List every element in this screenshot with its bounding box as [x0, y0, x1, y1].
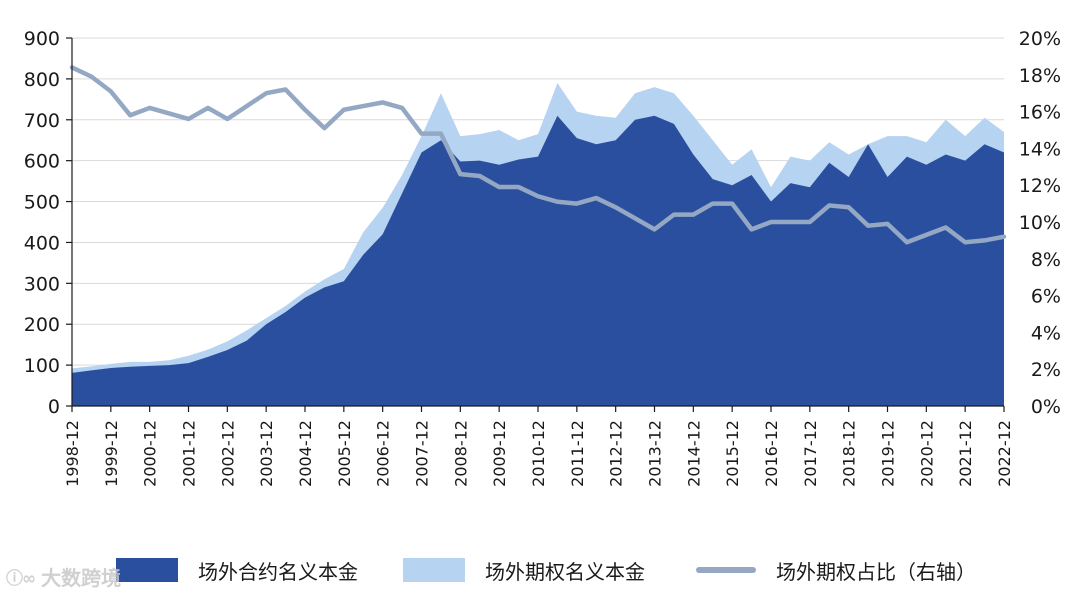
x-tick-label: 2017-12	[801, 420, 820, 487]
x-tick-label: 2021-12	[956, 420, 975, 487]
x-tick-label: 2013-12	[646, 420, 665, 487]
right-tick-label: 18%	[1019, 65, 1061, 87]
legend-swatch-option	[403, 558, 465, 582]
legend: 场外合约名义本金 场外期权名义本金 场外期权占比（右轴）	[0, 552, 1080, 588]
x-tick-label: 2005-12	[335, 420, 354, 487]
x-tick-label: 1999-12	[102, 420, 121, 487]
x-tick-label: 2018-12	[840, 420, 859, 487]
x-tick-label: 2011-12	[568, 420, 587, 487]
legend-swatch-contract	[116, 558, 178, 582]
legend-line-ratio	[696, 567, 756, 573]
x-tick-label: 2006-12	[374, 420, 393, 487]
x-tick-label: 2020-12	[917, 420, 936, 487]
left-tick-label: 0	[48, 396, 60, 418]
legend-item-contract: 场外合约名义本金	[116, 552, 358, 588]
right-y-axis-ticks: 0% 2% 4% 6% 8% 10% 12% 14% 16% 18% 20%	[1019, 28, 1061, 418]
watermark: ⓘ∞ 大数跨境	[6, 562, 121, 591]
x-tick-label: 2016-12	[762, 420, 781, 487]
legend-label-ratio: 场外期权占比（右轴）	[776, 559, 976, 584]
x-tick-label: 2010-12	[529, 420, 548, 487]
x-tick-label: 2008-12	[451, 420, 470, 487]
x-tick-label: 2009-12	[490, 420, 509, 487]
contract-notional-area	[72, 115, 1004, 406]
legend-item-ratio: 场外期权占比（右轴）	[696, 552, 976, 588]
right-tick-label: 0%	[1031, 396, 1061, 418]
legend-item-option: 场外期权名义本金	[403, 552, 645, 588]
left-tick-label: 800	[24, 69, 60, 91]
right-tick-label: 16%	[1019, 102, 1061, 124]
watermark-text: 大数跨境	[41, 566, 122, 590]
right-tick-label: 6%	[1031, 286, 1061, 308]
legend-label-option: 场外期权名义本金	[485, 559, 645, 584]
ratio-line-series	[69, 65, 1007, 245]
right-tick-label: 14%	[1019, 138, 1061, 160]
left-tick-label: 100	[24, 355, 60, 377]
legend-label-contract: 场外合约名义本金	[198, 559, 358, 584]
watermark-logo-icon: ⓘ∞	[6, 569, 36, 589]
left-tick-label: 900	[24, 28, 60, 50]
x-tick-label: 2007-12	[413, 420, 432, 487]
x-tick-label: 2002-12	[218, 420, 237, 487]
left-tick-label: 200	[24, 314, 60, 336]
right-tick-label: 2%	[1031, 359, 1061, 381]
right-tick-label: 20%	[1019, 28, 1061, 50]
right-tick-label: 8%	[1031, 249, 1061, 271]
area-series	[72, 82, 1004, 406]
left-tick-label: 600	[24, 151, 60, 173]
option-share-line	[69, 65, 1007, 245]
x-tick-label: 2015-12	[723, 420, 742, 487]
left-tick-label: 500	[24, 192, 60, 214]
right-tick-label: 10%	[1019, 212, 1061, 234]
left-tick-label: 400	[24, 232, 60, 254]
x-tick-label: 2004-12	[296, 420, 315, 487]
x-tick-label: 2022-12	[995, 420, 1014, 487]
x-tick-label: 2012-12	[607, 420, 626, 487]
x-tick-label: 1998-12	[63, 420, 82, 487]
x-tick-label: 2014-12	[684, 420, 703, 487]
right-tick-label: 12%	[1019, 175, 1061, 197]
x-tick-label: 2003-12	[257, 420, 276, 487]
left-tick-label: 700	[24, 110, 60, 132]
x-tick-label: 2001-12	[180, 420, 199, 487]
chart-canvas: 0 100 200 300 400 500 600 700 800 900 0% 2% 4% 6% 8% 1…	[24, 28, 1061, 487]
x-axis-ticks: 1998-12 1999-12 2000-12 2001-12 2002-12 2003-…	[63, 406, 1014, 487]
right-tick-label: 4%	[1031, 322, 1061, 344]
x-tick-label: 2000-12	[141, 420, 160, 487]
left-tick-label: 300	[24, 273, 60, 295]
x-tick-label: 2019-12	[879, 420, 898, 487]
left-y-axis-ticks: 0 100 200 300 400 500 600 700 800 900	[24, 28, 72, 418]
